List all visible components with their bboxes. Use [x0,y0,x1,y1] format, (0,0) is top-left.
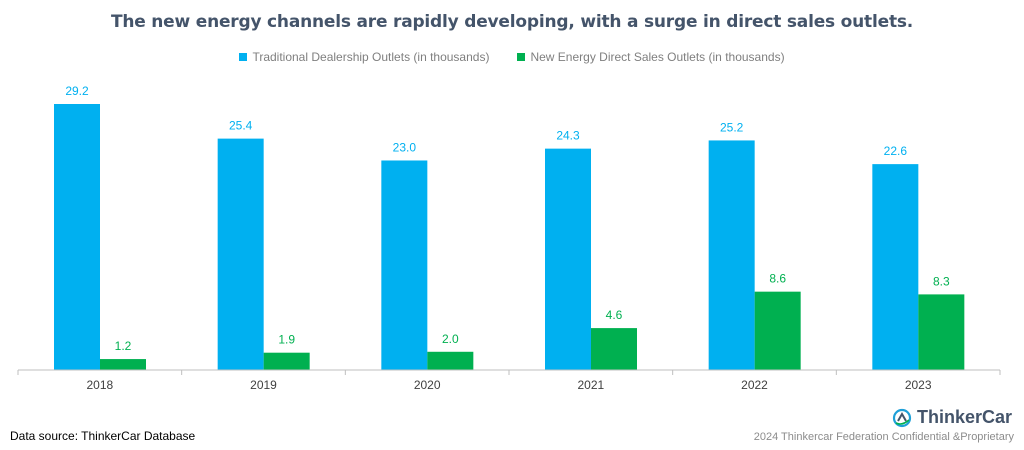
data-label-new-energy-2023: 8.3 [933,274,950,288]
bar-new-energy-2022 [754,291,801,370]
bar-traditional-2018 [54,104,100,370]
bar-new-energy-2021 [591,328,637,370]
legend-label-new-energy: New Energy Direct Sales Outlets (in thou… [530,50,785,64]
legend-item-new-energy: New Energy Direct Sales Outlets (in thou… [517,50,785,64]
x-tick-label-2018: 2018 [86,378,113,392]
data-label-traditional-2020: 23.0 [393,140,417,154]
data-label-new-energy-2018: 1.2 [115,339,132,353]
data-label-traditional-2021: 24.3 [556,129,580,143]
legend-swatch-traditional [239,53,248,61]
data-label-traditional-2019: 25.4 [229,119,253,133]
bar-traditional-2020 [381,160,428,370]
bar-traditional-2022 [708,140,755,370]
legend-item-traditional: Traditional Dealership Outlets (in thous… [239,50,489,64]
bar-traditional-2021 [545,148,591,370]
data-label-new-energy-2019: 1.9 [278,333,295,347]
bar-new-energy-2018 [100,359,146,370]
data-label-traditional-2018: 29.2 [65,84,89,98]
data-label-traditional-2022: 25.2 [720,120,744,134]
bar-traditional-2023 [872,164,919,370]
chart-title: The new energy channels are rapidly deve… [110,12,914,32]
bar-new-energy-2019 [263,352,310,370]
bar-new-energy-2023 [918,294,965,370]
data-label-new-energy-2020: 2.0 [442,332,459,346]
confidential-note: 2024 Thinkercar Federation Confidential … [753,431,1014,443]
brand-name: ThinkerCar [916,407,1012,427]
chart-legend: Traditional Dealership Outlets (in thous… [0,50,1024,64]
x-tick-label-2020: 2020 [414,378,441,392]
data-label-traditional-2023: 22.6 [884,144,908,158]
x-tick-label-2023: 2023 [905,378,932,392]
legend-label-traditional: Traditional Dealership Outlets (in thous… [252,50,490,64]
legend-swatch-new-energy [517,53,526,61]
data-label-new-energy-2021: 4.6 [606,308,623,322]
x-tick-label-2022: 2022 [741,378,768,392]
x-tick-label-2019: 2019 [250,378,277,392]
data-source-note: Data source: ThinkerCar Database [10,429,196,443]
bar-traditional-2019 [217,138,264,370]
data-label-new-energy-2022: 8.6 [769,272,786,286]
x-tick-label-2021: 2021 [577,378,604,392]
brand-logo: ThinkerCar [892,407,1012,428]
bar-new-energy-2020 [427,351,474,370]
thinkercar-logo-icon [892,408,912,427]
